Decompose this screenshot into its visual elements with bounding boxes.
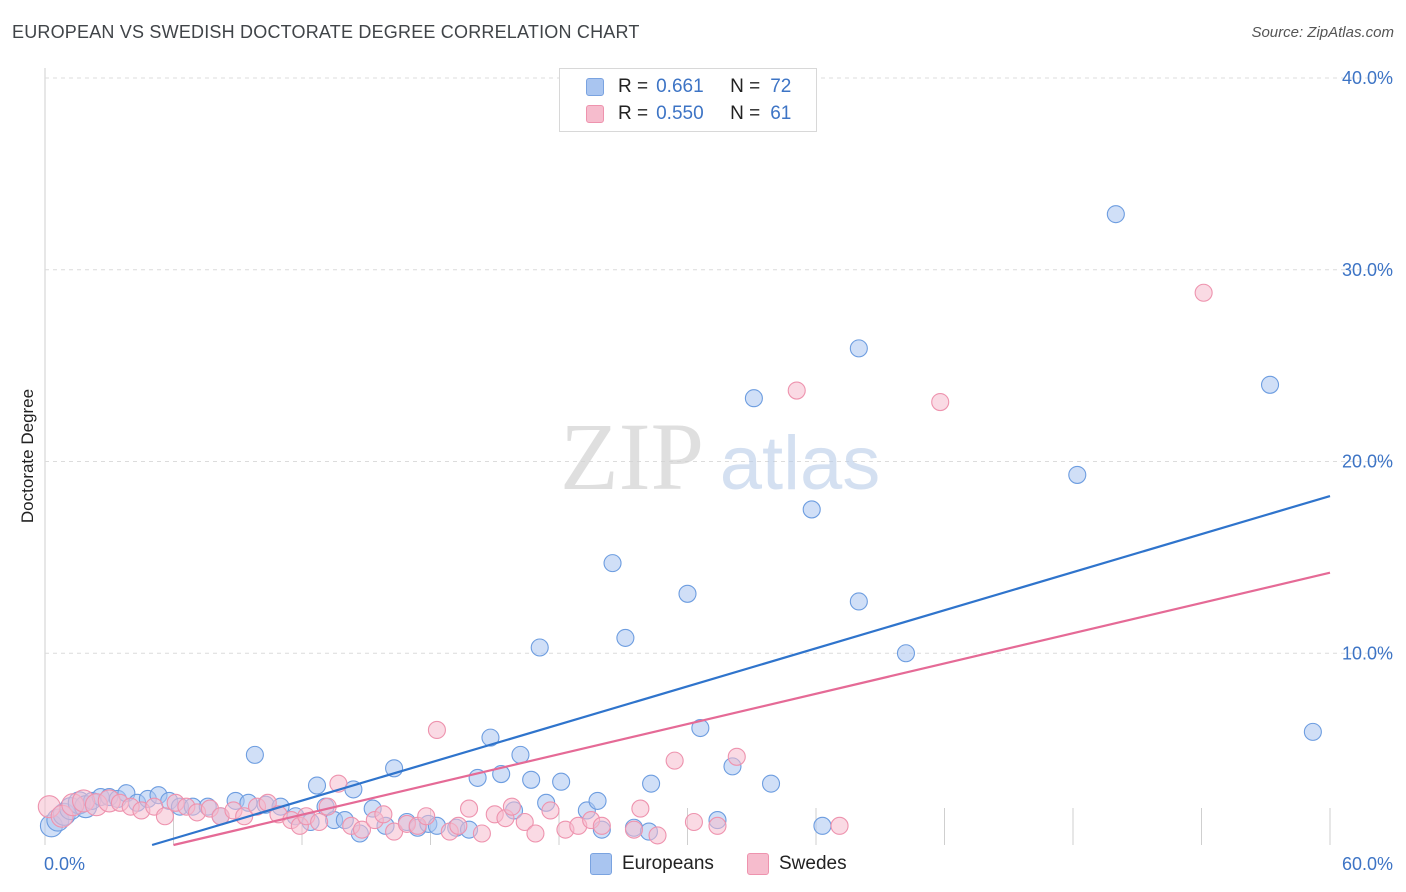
data-point: [678, 584, 697, 603]
data-point: [522, 770, 541, 789]
bottom-swatch-swedes: [747, 853, 769, 875]
bottom-legend-swedes: Swedes: [747, 852, 847, 876]
y-axis-label: Doctorate Degree: [18, 389, 37, 523]
data-point: [787, 381, 806, 400]
data-point: [1194, 283, 1213, 302]
data-point: [727, 747, 746, 766]
legend-swatch-swedes: [586, 105, 604, 123]
data-point: [245, 745, 264, 764]
data-point: [642, 774, 661, 793]
data-point: [502, 797, 521, 816]
legend-box: R = 0.661 N = 72 R = 0.550 N = 61: [559, 68, 817, 132]
legend-n-label: N =: [730, 103, 761, 124]
y-tick-label: 10.0%: [1342, 643, 1393, 663]
legend-swatch-europeans: [586, 78, 604, 96]
data-point: [541, 801, 560, 820]
data-point: [761, 774, 781, 793]
legend-row-europeans: R = 0.661 N = 72: [586, 75, 791, 99]
data-point: [802, 500, 821, 519]
data-point: [307, 776, 327, 795]
data-point: [310, 812, 329, 832]
data-point: [1106, 205, 1125, 224]
data-point: [603, 554, 622, 573]
watermark-zip: ZIP: [560, 403, 704, 510]
y-tick-label: 20.0%: [1342, 452, 1393, 472]
data-point: [616, 628, 635, 647]
data-point: [849, 339, 868, 358]
data-point: [931, 393, 950, 412]
legend-r-label: R =: [618, 103, 649, 124]
data-point: [526, 824, 545, 843]
data-point: [588, 791, 607, 810]
data-point: [1260, 375, 1280, 394]
series-europeans: [39, 205, 1322, 843]
bottom-legend-europeans: Europeans: [590, 852, 714, 876]
data-point: [459, 799, 479, 818]
data-point: [1303, 722, 1322, 741]
legend-r-value: 0.550: [656, 103, 704, 124]
legend-n-value: 61: [770, 103, 792, 124]
series-swedes: [37, 283, 1213, 845]
x-tick-label: 60.0%: [1342, 854, 1393, 874]
data-point: [744, 389, 763, 408]
bottom-legend-label: Europeans: [622, 853, 714, 874]
data-point: [665, 751, 684, 770]
data-point: [624, 820, 644, 839]
data-point: [631, 799, 650, 818]
legend-r-label: R =: [618, 76, 649, 97]
y-tick-labels: 10.0% 20.0% 30.0% 40.0%: [1342, 68, 1393, 663]
x-tick-label: 0.0%: [44, 854, 85, 874]
data-point: [155, 807, 174, 826]
data-point: [530, 638, 549, 657]
legend-n-value: 72: [770, 76, 792, 97]
data-point: [708, 816, 727, 835]
data-point: [592, 816, 611, 835]
data-point: [449, 816, 468, 835]
trend-line-europeans: [151, 494, 1331, 847]
data-point: [684, 812, 703, 832]
data-point: [481, 728, 500, 747]
bottom-legend-label: Swedes: [779, 853, 847, 874]
watermark: ZIP atlas: [560, 403, 880, 510]
data-point: [515, 812, 534, 832]
data-point: [830, 816, 849, 835]
data-point: [691, 718, 710, 738]
chart-title: EUROPEAN VS SWEDISH DOCTORATE DEGREE COR…: [12, 22, 640, 42]
data-point: [427, 720, 446, 740]
data-point: [472, 824, 491, 843]
data-point: [648, 826, 667, 845]
y-tick-label: 40.0%: [1342, 68, 1393, 88]
legend-row-swedes: R = 0.550 N = 61: [586, 102, 791, 126]
data-point: [813, 816, 832, 835]
trend-lines: [151, 494, 1331, 847]
legend-r-value: 0.661: [656, 76, 704, 97]
data-point: [896, 644, 916, 663]
data-point: [374, 805, 393, 824]
data-point: [352, 820, 372, 839]
data-point: [552, 772, 571, 791]
data-point: [1068, 465, 1087, 484]
y-tick-label: 30.0%: [1342, 260, 1393, 280]
watermark-atlas: atlas: [720, 421, 881, 506]
legend-n-label: N =: [730, 76, 761, 97]
grid-lines: [44, 68, 1392, 845]
source-label: Source: ZipAtlas.com: [1251, 24, 1394, 41]
data-point: [417, 807, 436, 826]
bottom-swatch-europeans: [590, 853, 612, 875]
data-point: [849, 592, 868, 611]
x-tick-labels: 0.0% 60.0%: [44, 854, 1393, 874]
trend-line-swedes: [173, 571, 1331, 847]
